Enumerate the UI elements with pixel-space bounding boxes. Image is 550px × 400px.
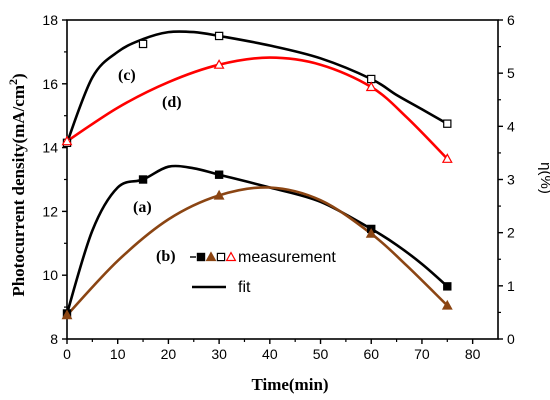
y-tick-label: 16	[42, 76, 58, 92]
y-tick-label: 8	[50, 331, 58, 347]
fit-line-series-d	[65, 56, 449, 161]
legend-marker	[196, 252, 206, 262]
series-label-b: (b)	[156, 248, 176, 265]
y2-tick-label: 0	[507, 331, 515, 347]
x-tick-label: 70	[414, 346, 430, 362]
markers-layer	[61, 31, 453, 320]
data-point-series-b	[365, 228, 377, 238]
y-axis-title-close: )	[9, 73, 28, 79]
y-tick-label: 18	[42, 12, 58, 28]
series-label-a: (a)	[133, 199, 152, 216]
legend-marker	[225, 251, 237, 262]
x-tick-label: 0	[63, 346, 71, 362]
y2-tick-label: 6	[507, 12, 515, 28]
fit-line-series-b	[65, 186, 449, 317]
data-point-series-c	[138, 39, 148, 49]
data-point-series-d	[61, 135, 73, 146]
data-point-series-d	[213, 59, 225, 69]
y-tick-label: 10	[42, 267, 58, 283]
legend-marker	[216, 252, 226, 262]
data-point-series-d	[441, 153, 453, 163]
y-tick-label: 12	[42, 203, 58, 219]
data-point-series-a	[138, 175, 148, 184]
legend-measurement-label: measurement	[238, 249, 336, 266]
y2-axis-title: η(%)	[537, 162, 550, 194]
y-axis-title-unit: (mA/cm	[9, 85, 28, 144]
x-tick-label: 30	[211, 346, 227, 362]
y2-tick-label: 3	[507, 172, 515, 188]
x-tick-label: 40	[262, 346, 278, 362]
x-tick-label: 10	[110, 346, 126, 362]
x-tick-label: 50	[313, 346, 329, 362]
y2-tick-label: 5	[507, 65, 515, 81]
data-point-series-b	[441, 299, 453, 310]
legend-marker	[205, 251, 217, 262]
y2-tick-label: 1	[507, 278, 515, 294]
series-label-c: (c)	[118, 67, 136, 84]
legend: measurement fit	[190, 249, 336, 296]
x-tick-label: 60	[363, 346, 379, 362]
x-tick-label: 20	[161, 346, 177, 362]
y2-tick-label: 4	[507, 118, 515, 134]
x-tick-label: 80	[465, 346, 481, 362]
y-axis-title-sup: 2	[6, 79, 20, 85]
series-label-d: (d)	[162, 94, 182, 111]
y-tick-label: 14	[42, 140, 58, 156]
y-axis-title-main: Photocurrent density	[9, 143, 28, 297]
x-axis-title: Time(min)	[251, 375, 328, 394]
data-point-series-b	[213, 189, 225, 200]
y2-tick-label: 2	[507, 225, 515, 241]
y-axis-title: Photocurrent density(mA/cm2)	[6, 73, 28, 296]
series-labels-layer: (a) (b) (c) (d)	[118, 67, 182, 265]
fit-line-series-c	[65, 30, 449, 145]
data-point-series-d	[365, 81, 377, 92]
legend-fit-label: fit	[238, 279, 251, 296]
data-point-series-a	[443, 282, 452, 291]
data-point-series-a	[214, 170, 224, 179]
data-point-series-c	[443, 119, 452, 128]
data-point-series-c	[214, 31, 224, 41]
data-point-series-b	[61, 309, 73, 320]
